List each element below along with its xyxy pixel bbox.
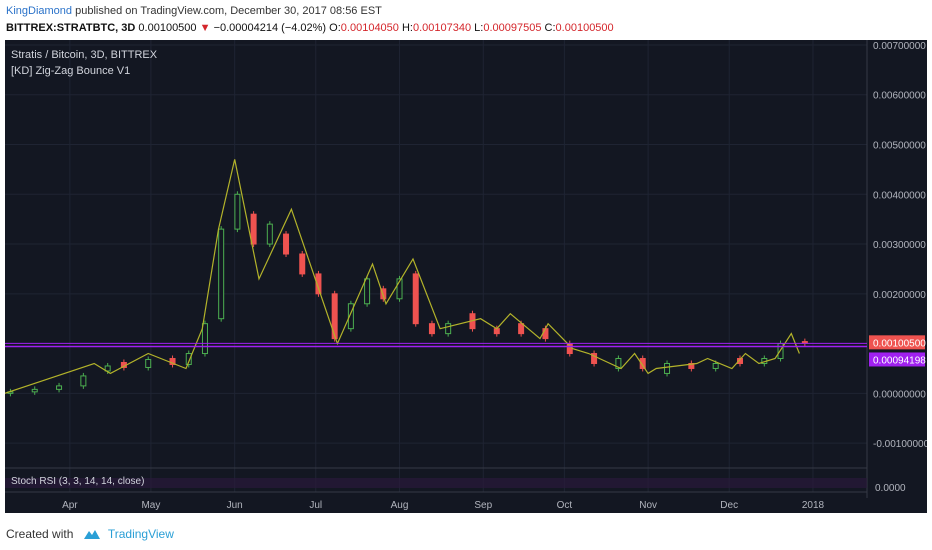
candle xyxy=(31,388,38,393)
last-price: 0.00100500 xyxy=(138,22,197,34)
candle xyxy=(169,358,176,365)
candle xyxy=(56,385,63,390)
low-value: 0.00097505 xyxy=(483,22,542,34)
y-tick-label: 0.00500000 xyxy=(873,141,926,152)
candle xyxy=(299,253,306,275)
low-label: L: xyxy=(474,22,484,34)
y-tick-label: 0.00000000 xyxy=(873,389,926,400)
chart-header: KingDiamond published on TradingView.com… xyxy=(0,0,932,40)
candle xyxy=(201,323,208,355)
symbol-line: BITTREX:STRATBTC, 3D 0.00100500 ▼ −0.000… xyxy=(6,22,614,34)
open-value: 0.00104050 xyxy=(340,22,399,34)
published-text: published on TradingView.com, December 3… xyxy=(75,5,382,17)
y-tick-label: 0.00200000 xyxy=(873,290,926,301)
stoch-value-label: 0.0000 xyxy=(875,483,906,494)
x-tick-label: 2018 xyxy=(802,500,825,511)
publish-line: KingDiamond published on TradingView.com… xyxy=(6,5,382,17)
candle xyxy=(736,358,743,364)
close-label: C: xyxy=(544,22,556,34)
candle xyxy=(542,328,549,340)
x-tick-label: Jul xyxy=(309,500,322,511)
author-link[interactable]: KingDiamond xyxy=(6,5,73,17)
candle xyxy=(364,278,371,305)
down-arrow-icon: ▼ xyxy=(199,22,211,34)
candle xyxy=(185,353,192,365)
candle xyxy=(145,359,152,368)
x-tick-label: Nov xyxy=(639,500,657,511)
candle xyxy=(218,228,225,320)
candle xyxy=(428,323,435,335)
price-tag-label: 0.00100500 xyxy=(873,338,926,349)
y-tick-label: 0.00300000 xyxy=(873,240,926,251)
candle xyxy=(347,303,354,330)
candle xyxy=(712,362,719,369)
chart-title: Stratis / Bitcoin, 3D, BITTREX xyxy=(11,49,158,61)
y-tick-label: 0.00700000 xyxy=(873,41,926,52)
chart-area[interactable]: 0.00700000 0.00600000 0.00500000 0.00400000… xyxy=(4,40,930,513)
candle xyxy=(331,293,338,340)
candle xyxy=(104,365,111,372)
candle xyxy=(283,233,290,255)
price-chart[interactable]: 0.00700000 0.00600000 0.00500000 0.00400000… xyxy=(4,40,930,513)
open-label: O: xyxy=(329,22,341,34)
candle xyxy=(639,358,646,369)
created-with-text: Created with xyxy=(6,527,74,541)
y-tick-label: -0.00100000 xyxy=(873,439,927,450)
candle xyxy=(518,323,525,335)
y-tick-label: 0.00600000 xyxy=(873,91,926,102)
candle xyxy=(250,213,257,245)
x-tick-label: May xyxy=(141,500,160,511)
candle xyxy=(615,358,622,369)
symbol-name[interactable]: BITTREX:STRATBTC, 3D xyxy=(6,22,136,34)
candle xyxy=(688,362,695,369)
y-tick-label: 0.00400000 xyxy=(873,190,926,201)
candle xyxy=(445,323,452,335)
candle xyxy=(664,362,671,374)
candle xyxy=(412,273,419,325)
close-value: 0.00100500 xyxy=(555,22,614,34)
price-change: −0.00004214 (−4.02%) xyxy=(213,22,327,34)
tradingview-brand[interactable]: TradingView xyxy=(107,527,174,541)
indicator-label: [KD] Zig-Zag Bounce V1 xyxy=(11,65,130,77)
tradingview-logo-icon[interactable] xyxy=(83,529,101,540)
x-tick-label: Dec xyxy=(720,500,738,511)
x-tick-label: Apr xyxy=(62,500,78,511)
x-tick-label: Aug xyxy=(391,500,409,511)
candle xyxy=(396,278,403,300)
support-tag-label: 0.00094198 xyxy=(873,355,926,366)
zigzag-line xyxy=(4,159,800,394)
high-label: H: xyxy=(401,22,413,34)
stoch-band xyxy=(5,478,867,488)
price-tag xyxy=(869,335,925,350)
candle xyxy=(266,223,273,245)
chart-background xyxy=(5,40,927,513)
candle xyxy=(380,288,387,300)
candle xyxy=(234,193,241,230)
candle xyxy=(591,353,598,364)
x-tick-label: Jun xyxy=(227,500,243,511)
candle xyxy=(315,273,322,295)
x-tick-label: Sep xyxy=(474,500,492,511)
stoch-label: Stoch RSI (3, 3, 14, 14, close) xyxy=(11,476,144,487)
high-value: 0.00107340 xyxy=(412,22,472,34)
x-tick-label: Oct xyxy=(557,500,573,511)
footer: Created with TradingView xyxy=(0,513,932,550)
candle xyxy=(80,375,87,387)
created-with: Created with TradingView xyxy=(6,527,174,541)
support-tag xyxy=(869,352,925,367)
